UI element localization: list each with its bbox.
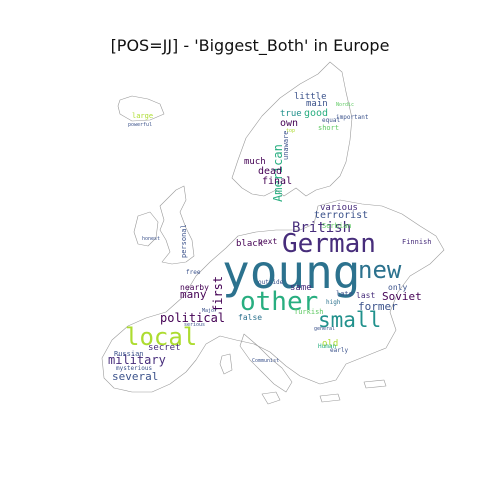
word-late: late [336,290,353,298]
word-young: young [222,245,360,299]
word-large: large [132,112,153,120]
word-secret: secret [148,343,181,353]
word-much: much [244,157,266,167]
word-general: general [314,326,335,332]
word-political: political [160,311,225,325]
word-terrorist: terrorist [314,210,368,221]
word-main: main [306,99,328,109]
word-human: Human [318,343,336,350]
word-russian: Russian [114,350,144,358]
word-former: former [358,300,398,313]
word-new: new [358,256,402,284]
figure-title: [POS=JJ] - 'Biggest_Both' in Europe [110,36,390,55]
word-short: short [318,124,339,132]
word-important: important [336,114,369,121]
word-nearby: nearby [180,283,209,292]
word-nordic: Nordic [336,102,354,108]
country-outline-scandinavia [231,61,353,197]
word-local: local [125,323,197,351]
country-outline-sardinia [219,353,233,375]
country-outline-great-britain [159,185,195,265]
word-german: German [282,229,376,259]
word-own: own [280,118,298,129]
word-good: good [304,108,328,119]
word-small: small [318,308,381,332]
word-turkish: Turkish [294,308,324,316]
word-next: next [258,237,277,246]
word-false: false [238,313,262,322]
word-last: last [356,291,375,300]
word-top: top [286,128,295,134]
word-first: first [211,276,225,312]
word-outside: outside [258,279,284,286]
word-serious: serious [184,322,205,328]
country-outline-iceland [117,95,165,122]
country-outline-continent [101,199,445,393]
word-same: same [290,283,312,293]
country-outline-ireland [133,211,159,247]
word-other: other [240,287,318,317]
word-black: black [236,239,264,249]
word-final: final [262,176,292,187]
word-various: various [320,203,358,213]
word-dead: dead [258,166,282,177]
word-honest: honest [142,236,160,242]
country-outline-crete [319,393,341,403]
word-many: many [180,288,207,301]
word-soviet: Soviet [382,290,422,303]
word-finnish: Finnish [402,238,432,246]
country-outline-cyprus [363,379,387,389]
word-early: early [330,347,348,354]
country-outline-sicily [261,391,281,405]
word-powerful: powerful [128,122,152,128]
word-high: high [326,299,341,306]
word-communist: Communist [252,358,279,364]
word-major: Major [202,308,217,314]
word-only: only [388,283,407,292]
word-british: British [292,220,351,236]
word-old: old [322,339,338,349]
word-unaware: unaware [282,130,290,160]
word-equal: equal [322,117,340,124]
word-mysterious: mysterious [116,365,153,372]
word-american: American [271,144,285,202]
word-free: free [186,269,201,276]
word-several: several [112,370,158,383]
country-outline-italy [239,333,293,393]
word-personal: personal [180,224,188,258]
word-little: little [294,92,327,102]
word-military: military [108,353,166,367]
word-true: true [280,109,302,119]
word-serbian: Serbian [322,222,352,230]
